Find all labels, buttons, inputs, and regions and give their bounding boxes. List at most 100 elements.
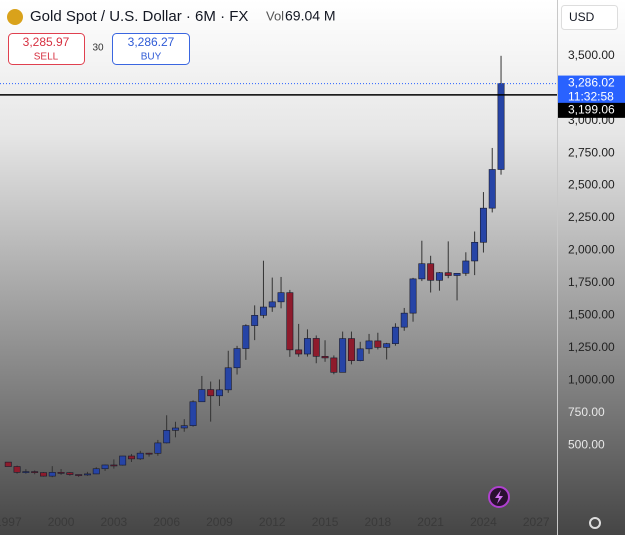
candle-body bbox=[321, 356, 329, 359]
candle-body bbox=[83, 473, 91, 476]
candle-body bbox=[180, 425, 188, 429]
x-tick-label: 2012 bbox=[259, 515, 286, 529]
candle-body bbox=[57, 472, 65, 474]
candle-body bbox=[154, 442, 162, 454]
candle-body bbox=[215, 389, 223, 397]
candle-body bbox=[479, 207, 487, 243]
candle-body bbox=[4, 461, 12, 467]
y-tick-label: 3,500.00 bbox=[568, 48, 615, 62]
candle-body bbox=[312, 338, 320, 357]
y-tick-label: 1,250.00 bbox=[568, 340, 615, 354]
x-tick-label: 2021 bbox=[417, 515, 444, 529]
price-line-tag bbox=[558, 102, 625, 118]
candle-body bbox=[171, 427, 179, 431]
y-tick-label: 1,750.00 bbox=[568, 275, 615, 289]
candle-body bbox=[330, 357, 338, 373]
candle-body bbox=[163, 430, 171, 444]
candle-body bbox=[453, 272, 461, 276]
candle-body bbox=[347, 338, 355, 361]
candle-body bbox=[198, 389, 206, 403]
candle-body bbox=[22, 471, 30, 473]
candle-body bbox=[119, 455, 127, 466]
sell-price[interactable]: 3,285.97 bbox=[23, 35, 70, 49]
x-tick-label: 2027 bbox=[523, 515, 550, 529]
candle-body bbox=[101, 464, 109, 470]
settings-button[interactable] bbox=[589, 517, 601, 529]
candle-body bbox=[136, 452, 144, 460]
y-tick-label: 2,750.00 bbox=[568, 145, 615, 159]
y-tick-label: 2,250.00 bbox=[568, 210, 615, 224]
candle-body bbox=[48, 472, 56, 477]
candle-body bbox=[303, 338, 311, 355]
candle-body bbox=[286, 292, 294, 351]
candle-body bbox=[40, 472, 47, 477]
y-tick-label: 1,000.00 bbox=[568, 372, 615, 386]
x-tick-label: 2009 bbox=[206, 515, 233, 529]
candle-body bbox=[75, 474, 83, 476]
spread: 30 bbox=[92, 43, 104, 54]
y-tick-label: 2,500.00 bbox=[568, 178, 615, 192]
x-tick-label: 2006 bbox=[153, 515, 180, 529]
vol-label: Vol bbox=[266, 8, 284, 23]
candle-body bbox=[233, 348, 241, 369]
y-tick-label: 500.00 bbox=[568, 437, 605, 451]
countdown: 11:32:58 bbox=[568, 90, 614, 104]
candle-body bbox=[391, 326, 399, 344]
candle-body bbox=[13, 466, 21, 473]
buy-price[interactable]: 3,286.27 bbox=[128, 35, 175, 49]
candle-body bbox=[374, 340, 382, 348]
x-tick-label: 2003 bbox=[101, 515, 128, 529]
candle-body bbox=[189, 401, 197, 426]
candle-body bbox=[339, 338, 347, 373]
buy-button[interactable] bbox=[112, 33, 190, 65]
candle-body bbox=[400, 312, 408, 328]
currency-button[interactable] bbox=[561, 5, 618, 30]
candle-body bbox=[295, 349, 303, 355]
candle-body bbox=[268, 301, 276, 308]
currency[interactable]: USD bbox=[569, 10, 595, 24]
candle-body bbox=[427, 263, 435, 281]
candle-body bbox=[497, 83, 505, 170]
lightning-icon bbox=[495, 490, 503, 504]
candle-body bbox=[356, 348, 364, 361]
sell-label[interactable]: SELL bbox=[34, 52, 59, 63]
x-tick-label: 2018 bbox=[364, 515, 391, 529]
price-line-label: 3,199.06 bbox=[568, 103, 615, 117]
candle-body bbox=[66, 472, 74, 475]
candle-body bbox=[110, 464, 118, 467]
last-price-tag bbox=[558, 75, 625, 106]
sell-button[interactable] bbox=[8, 33, 85, 65]
x-tick-label: 2024 bbox=[470, 515, 497, 529]
candle-body bbox=[31, 471, 39, 473]
candle-body bbox=[207, 389, 215, 397]
candle-body bbox=[418, 263, 426, 280]
candle-body bbox=[259, 306, 267, 316]
x-tick-label: 2015 bbox=[312, 515, 339, 529]
chart-title: Gold Spot / U.S. Dollar · 6M · FX bbox=[30, 8, 248, 25]
candle-body bbox=[383, 343, 391, 348]
candle-body bbox=[471, 241, 479, 262]
candle-body bbox=[92, 468, 100, 475]
candle-body bbox=[488, 169, 496, 209]
candle-body bbox=[145, 452, 153, 455]
buy-label[interactable]: BUY bbox=[141, 52, 162, 63]
x-tick-label: 2000 bbox=[48, 515, 75, 529]
candle-body bbox=[462, 260, 470, 274]
symbol-icon bbox=[7, 9, 23, 25]
candle-body bbox=[277, 292, 285, 303]
y-tick-label: 750.00 bbox=[568, 405, 605, 419]
candle-body bbox=[444, 272, 452, 276]
candle-body bbox=[435, 272, 443, 281]
y-tick-label: 2,000.00 bbox=[568, 243, 615, 257]
last-price-label: 3,286.02 bbox=[568, 76, 615, 90]
x-tick-label: 1997 bbox=[0, 515, 22, 529]
candle-body bbox=[127, 455, 135, 460]
candle-body bbox=[409, 278, 417, 314]
vol-value: 69.04 M bbox=[285, 8, 336, 24]
candle-body bbox=[251, 315, 259, 326]
y-tick-label: 1,500.00 bbox=[568, 308, 615, 322]
candle-body bbox=[224, 367, 232, 391]
candle-body bbox=[365, 340, 373, 350]
